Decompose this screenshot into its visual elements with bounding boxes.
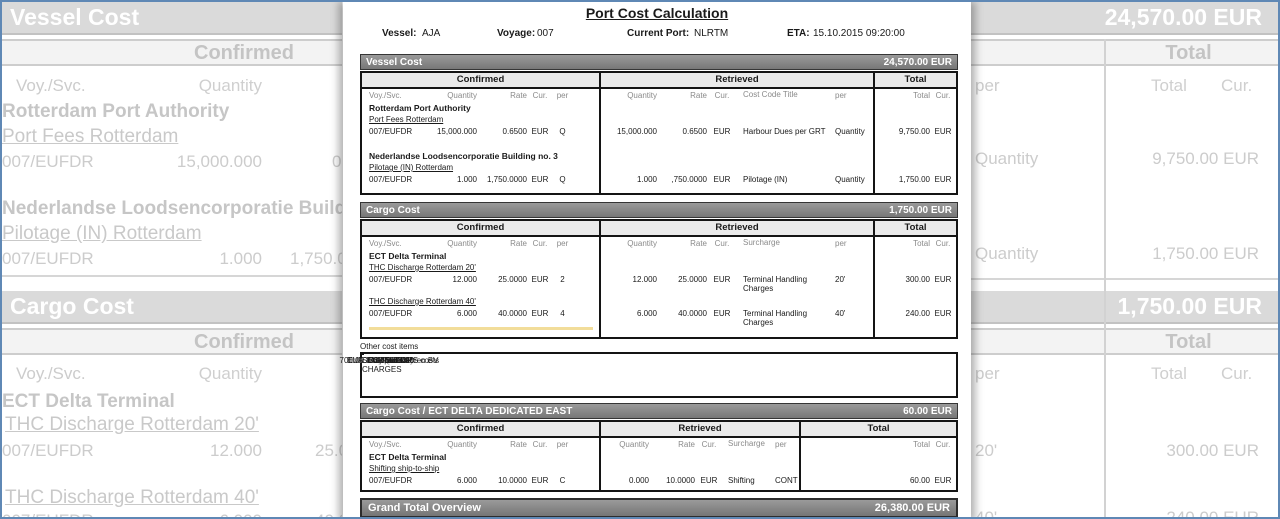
vessel-cost-table: Confirmed Voy./Svc. Quantity Rate Cur. per R… <box>360 71 958 195</box>
bg-service: THC Discharge Rotterdam 20' <box>5 414 259 435</box>
confirmed-header: Confirmed <box>362 221 599 237</box>
cargo-cost-table: Confirmed Voy./Svc. Quantity Rate Cur. per E… <box>360 219 958 339</box>
confirmed-header: Confirmed <box>362 422 599 438</box>
bg-divider <box>2 275 342 277</box>
bg-col-voysvc: Voy./Svc. <box>16 76 86 95</box>
bg-total-header: Total <box>961 328 1278 355</box>
grand-total-bar: Grand Total Overview 26,380.00 EUR <box>360 498 958 517</box>
row-total: 240.00 <box>905 309 930 318</box>
bg-service: Pilotage (IN) Rotterdam <box>2 223 202 244</box>
row-total: 1,750.00 <box>898 175 930 184</box>
voyage-label: Voyage: <box>497 28 536 39</box>
row-total: 300.00 <box>905 275 930 284</box>
bg-col-voysvc: Voy./Svc. <box>16 364 86 383</box>
vessel-cost-section-bar: Vessel Cost 24,570.00 EUR <box>360 54 958 70</box>
bg-cargo-total-bar: 1,750.00 EUR <box>961 291 1278 324</box>
section-total: 24,570.00 EUR <box>883 56 952 68</box>
highlight-underline <box>369 327 593 330</box>
supplier-name: ECT Delta Terminal <box>369 452 447 462</box>
confirmed-header: Confirmed <box>362 73 599 89</box>
voyage-value: 007 <box>537 28 554 39</box>
section-title: Vessel Cost <box>366 56 423 68</box>
other-description: SECURITY CHARGES <box>362 356 403 374</box>
grand-total-title: Grand Total Overview <box>368 502 481 514</box>
section-total: 60.00 EUR <box>903 405 952 417</box>
dedicated-table: Confirmed Voy./Svc. Quantity Rate Cur. per E… <box>360 420 958 492</box>
bg-divider <box>961 278 1278 280</box>
bg-total-header: Total <box>961 39 1278 66</box>
bg-supplier: ECT Delta Terminal <box>2 391 175 412</box>
service-name: THC Discharge Rotterdam 20' <box>369 263 476 272</box>
remark-value: ISPS costs <box>400 356 440 365</box>
vessel-value: AJA <box>422 28 441 39</box>
bg-supplier: Nederlandse Loodsencorporatie Building n… <box>2 198 342 219</box>
other-cost-code: COST SEC <box>362 356 403 365</box>
current-port-value: NLRTM <box>694 28 729 39</box>
cost-code-title: Pilotage (IN) <box>743 175 788 184</box>
bg-col-per: per <box>975 76 1000 95</box>
total-header: Total <box>875 73 956 89</box>
bg-supplier: Rotterdam Port Authority <box>2 101 230 122</box>
retrieved-header: Retrieved <box>601 422 799 438</box>
cargo-cost-section-bar: Cargo Cost 1,750.00 EUR <box>360 202 958 218</box>
bg-vessel-cost-title: Vessel Cost <box>10 4 140 30</box>
total-header: Total <box>875 221 956 237</box>
other-supplier: Adriaan Kooren BV <box>370 356 439 365</box>
cost-code-title: Harbour Dues per GRT <box>743 127 826 136</box>
port-cost-calculation-dialog[interactable]: Port Cost Calculation Vessel: AJA Voyage… <box>340 2 971 517</box>
bg-cargo-cost-title: Cargo Cost <box>10 293 134 319</box>
section-title: Cargo Cost / ECT DELTA DEDICATED EAST <box>366 405 573 417</box>
retrieved-header: Retrieved <box>601 221 873 237</box>
service-name: THC Discharge Rotterdam 40' <box>369 297 476 306</box>
other-cost-items-table: Voy./Svc. Quantity Rate Cur. Supplier Cost co… <box>340 352 958 398</box>
row-total: 60.00 <box>909 476 930 485</box>
service-name: Shifting ship-to-ship <box>369 464 440 473</box>
service-name: Port Fees Rotterdam <box>369 115 444 124</box>
supplier-name: Rotterdam Port Authority <box>369 103 471 113</box>
bg-col-per: per <box>975 364 1000 383</box>
bg-vessel-total-bar: 24,570.00 EUR <box>961 2 1278 35</box>
grand-total-value: 26,380.00 EUR <box>874 502 950 514</box>
report-title: Port Cost Calculation <box>585 5 729 21</box>
surcharge-name: Shifting <box>728 476 755 485</box>
bg-col-quantity: Quantity <box>198 364 262 383</box>
bg-service: THC Discharge Rotterdam 40' <box>5 487 259 508</box>
current-port-label: Current Port: <box>627 28 690 39</box>
bg-confirmed-header: Confirmed <box>2 39 342 66</box>
dedicated-section-bar: Cargo Cost / ECT DELTA DEDICATED EAST 60… <box>360 403 958 419</box>
eta-label: ETA: <box>787 28 810 39</box>
section-title: Cargo Cost <box>366 204 420 216</box>
supplier-name: Nederlandse Loodsencorporatie Building n… <box>369 151 558 161</box>
retrieved-header: Retrieved <box>601 73 873 89</box>
supplier-name: ECT Delta Terminal <box>369 251 447 261</box>
surcharge-name: Terminal Handling Charges <box>743 275 808 293</box>
other-total: 700.00 <box>339 356 364 365</box>
bg-vessel-cost-bar: Vessel Cost <box>2 2 342 35</box>
other-cost-items-label: Other cost items <box>360 342 419 351</box>
background-report-right: 24,570.00 EUR Total per Total Cur. Quant… <box>961 2 1278 517</box>
background-report-left: Vessel Cost Confirmed Voy./Svc. Quantity… <box>2 2 342 517</box>
bg-cargo-cost-bar: Cargo Cost <box>2 291 342 324</box>
section-total: 1,750.00 EUR <box>889 204 952 216</box>
eta-value: 15.10.2015 09:20:00 <box>813 28 905 39</box>
surcharge-name: Terminal Handling Charges <box>743 309 808 327</box>
service-name: Pilotage (IN) Rotterdam <box>369 163 454 172</box>
remark-label: Remark: <box>382 356 413 365</box>
bg-service: Port Fees Rotterdam <box>2 126 179 147</box>
bg-total-column-line <box>1104 39 1106 517</box>
bg-confirmed-header: Confirmed <box>2 328 342 355</box>
bg-col-quantity: Quantity <box>198 76 262 95</box>
vessel-label: Vessel: <box>382 28 417 39</box>
total-header: Total <box>801 422 956 438</box>
row-total: 9,750.00 <box>898 127 930 136</box>
